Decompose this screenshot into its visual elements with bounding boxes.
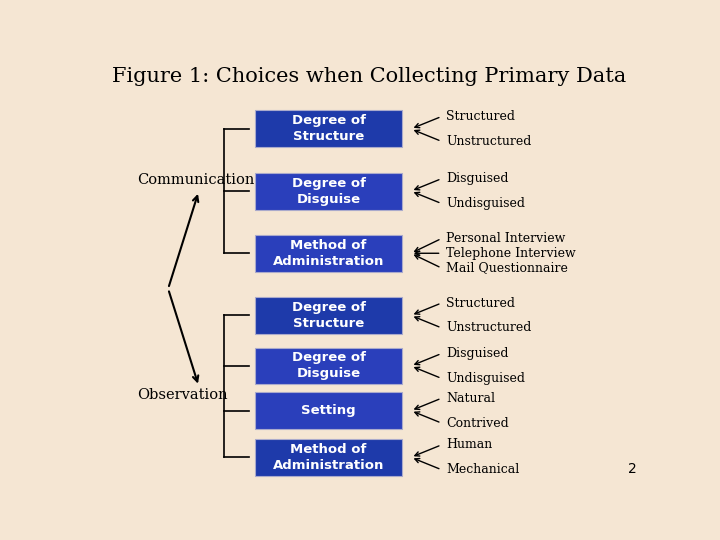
Text: Undisguised: Undisguised [446, 197, 525, 210]
Text: Figure 1: Choices when Collecting Primary Data: Figure 1: Choices when Collecting Primar… [112, 67, 626, 86]
Text: Degree of
Disguise: Degree of Disguise [292, 177, 366, 206]
Bar [255, 439, 402, 476]
Text: Structured: Structured [446, 110, 515, 123]
Text: 2: 2 [628, 462, 637, 476]
Text: Natural: Natural [446, 392, 495, 404]
Bar [255, 235, 402, 272]
Text: Undisguised: Undisguised [446, 372, 525, 385]
Text: Telephone Interview: Telephone Interview [446, 247, 576, 260]
Text: Degree of
Structure: Degree of Structure [292, 114, 366, 144]
Bar [255, 392, 402, 429]
Text: Disguised: Disguised [446, 172, 508, 185]
Text: Mechanical: Mechanical [446, 463, 519, 476]
Bar [255, 173, 402, 210]
Text: Observation: Observation [138, 388, 228, 402]
Text: Setting: Setting [301, 404, 356, 417]
Text: Degree of
Disguise: Degree of Disguise [292, 352, 366, 381]
Text: Unstructured: Unstructured [446, 321, 531, 334]
Text: Personal Interview: Personal Interview [446, 232, 565, 245]
Bar [255, 111, 402, 147]
Text: Unstructured: Unstructured [446, 135, 531, 148]
Text: Human: Human [446, 438, 492, 451]
Text: Degree of
Structure: Degree of Structure [292, 301, 366, 330]
Text: Contrived: Contrived [446, 416, 509, 430]
Text: Mail Questionnaire: Mail Questionnaire [446, 261, 568, 274]
Text: Structured: Structured [446, 296, 515, 309]
Text: Communication: Communication [138, 173, 255, 187]
Bar [255, 348, 402, 384]
Text: Disguised: Disguised [446, 347, 508, 360]
Bar [255, 297, 402, 334]
Text: Method of
Administration: Method of Administration [273, 239, 384, 268]
Text: Method of
Administration: Method of Administration [273, 443, 384, 472]
